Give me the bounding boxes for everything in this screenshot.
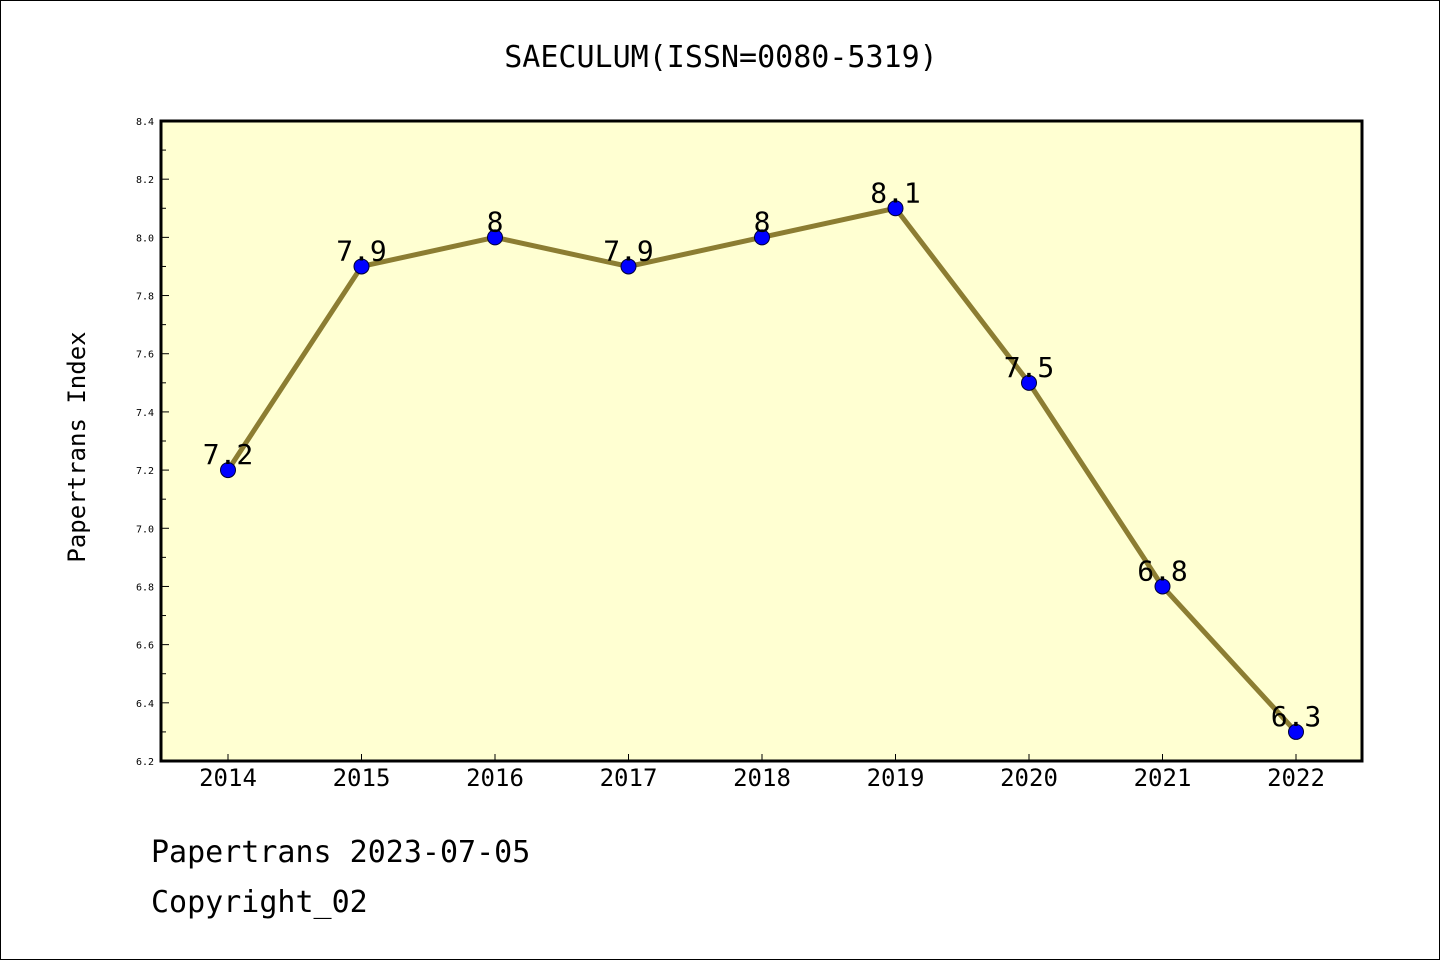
x-tick-label: 2015 (333, 764, 391, 792)
data-label: 8 (487, 205, 504, 238)
data-label: 8.1 (870, 176, 921, 209)
data-point (887, 200, 904, 217)
data-point (220, 462, 236, 479)
data-label: 7.9 (336, 234, 387, 267)
data-point (487, 229, 503, 246)
x-axis-ticks: 2014 2015 2016 2017 2018 2019 2020 2021 2022 (199, 754, 1325, 792)
data-point (1021, 374, 1037, 391)
y-tick-label: 8.4 (136, 117, 154, 128)
data-point (1288, 723, 1304, 740)
data-point (353, 258, 370, 275)
footer-date-line: Papertrans 2023-07-05 (151, 835, 531, 870)
data-point (620, 258, 637, 275)
footer-copyright-line: Copyright_02 (151, 885, 368, 920)
x-tick-label: 2017 (600, 764, 658, 792)
y-tick-label: 7.0 (136, 524, 154, 535)
x-tick-label: 2018 (733, 764, 791, 792)
y-tick-label: 7.4 (136, 408, 154, 419)
y-tick-label: 8.2 (136, 175, 154, 186)
y-tick-label: 7.6 (136, 350, 154, 361)
data-label: 7.2 (203, 438, 254, 471)
data-label: 8 (754, 205, 771, 238)
data-point (754, 229, 770, 246)
data-label: 6.3 (1271, 700, 1322, 733)
x-tick-label: 2019 (867, 764, 925, 792)
data-point (1154, 578, 1171, 595)
y-tick-label: 7.2 (136, 466, 154, 477)
data-label: 6.8 (1137, 554, 1188, 587)
y-tick-label: 6.6 (136, 641, 154, 652)
data-labels: 7.2 7.9 8 7.9 8 8.1 7.5 6.8 6.3 (203, 176, 1322, 733)
y-tick-label: 6.2 (136, 757, 154, 768)
plot-area (159, 119, 1364, 763)
y-axis-label: Papertrans Index (63, 331, 91, 562)
y-tick-label: 7.8 (136, 292, 154, 303)
y-tick-label: 6.4 (136, 699, 154, 710)
data-label: 7.9 (603, 234, 654, 267)
data-markers (220, 200, 1304, 740)
x-tick-label: 2020 (1000, 764, 1058, 792)
x-tick-label: 2022 (1267, 764, 1325, 792)
chart-title: SAECULUM(ISSN=0080-5319) (504, 40, 937, 75)
x-tick-label: 2021 (1134, 764, 1192, 792)
x-tick-label: 2014 (199, 764, 257, 792)
y-axis-ticks: 6.2 6.4 6.6 6.8 7.0 7.2 7.4 7.6 7.8 8.0 8.2 8.4 (136, 117, 169, 768)
y-tick-label: 8.0 (136, 233, 154, 244)
x-tick-label: 2016 (466, 764, 524, 792)
data-label: 7.5 (1004, 351, 1055, 384)
y-tick-label: 6.8 (136, 582, 154, 593)
